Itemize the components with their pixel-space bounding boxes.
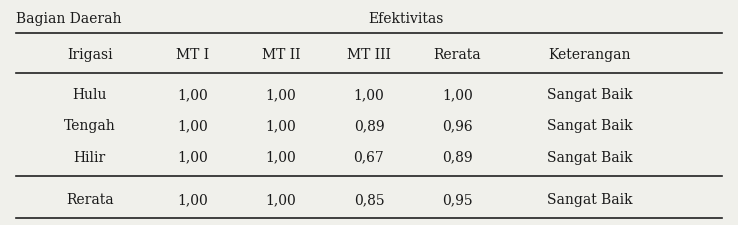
Text: MT II: MT II <box>261 48 300 62</box>
Text: Rerata: Rerata <box>66 192 114 206</box>
Text: 1,00: 1,00 <box>266 150 296 164</box>
Text: 1,00: 1,00 <box>266 88 296 102</box>
Text: 0,85: 0,85 <box>354 192 384 206</box>
Text: 1,00: 1,00 <box>266 119 296 133</box>
Text: 1,00: 1,00 <box>177 88 208 102</box>
Text: MT I: MT I <box>176 48 209 62</box>
Text: Keterangan: Keterangan <box>548 48 631 62</box>
Text: 1,00: 1,00 <box>442 88 472 102</box>
Text: MT III: MT III <box>347 48 391 62</box>
Text: Sangat Baik: Sangat Baik <box>547 192 632 206</box>
Text: 0,89: 0,89 <box>442 150 472 164</box>
Text: 0,67: 0,67 <box>354 150 384 164</box>
Text: 0,96: 0,96 <box>442 119 472 133</box>
Text: Bagian Daerah: Bagian Daerah <box>16 12 122 26</box>
Text: Tengah: Tengah <box>63 119 115 133</box>
Text: 1,00: 1,00 <box>354 88 384 102</box>
Text: 1,00: 1,00 <box>177 192 208 206</box>
Text: 0,95: 0,95 <box>442 192 472 206</box>
Text: Hilir: Hilir <box>74 150 106 164</box>
Text: Sangat Baik: Sangat Baik <box>547 88 632 102</box>
Text: 1,00: 1,00 <box>177 119 208 133</box>
Text: Sangat Baik: Sangat Baik <box>547 150 632 164</box>
Text: 0,89: 0,89 <box>354 119 384 133</box>
Text: Efektivitas: Efektivitas <box>368 12 444 26</box>
Text: 1,00: 1,00 <box>266 192 296 206</box>
Text: Sangat Baik: Sangat Baik <box>547 119 632 133</box>
Text: Hulu: Hulu <box>72 88 107 102</box>
Text: Irigasi: Irigasi <box>67 48 112 62</box>
Text: Rerata: Rerata <box>433 48 481 62</box>
Text: 1,00: 1,00 <box>177 150 208 164</box>
